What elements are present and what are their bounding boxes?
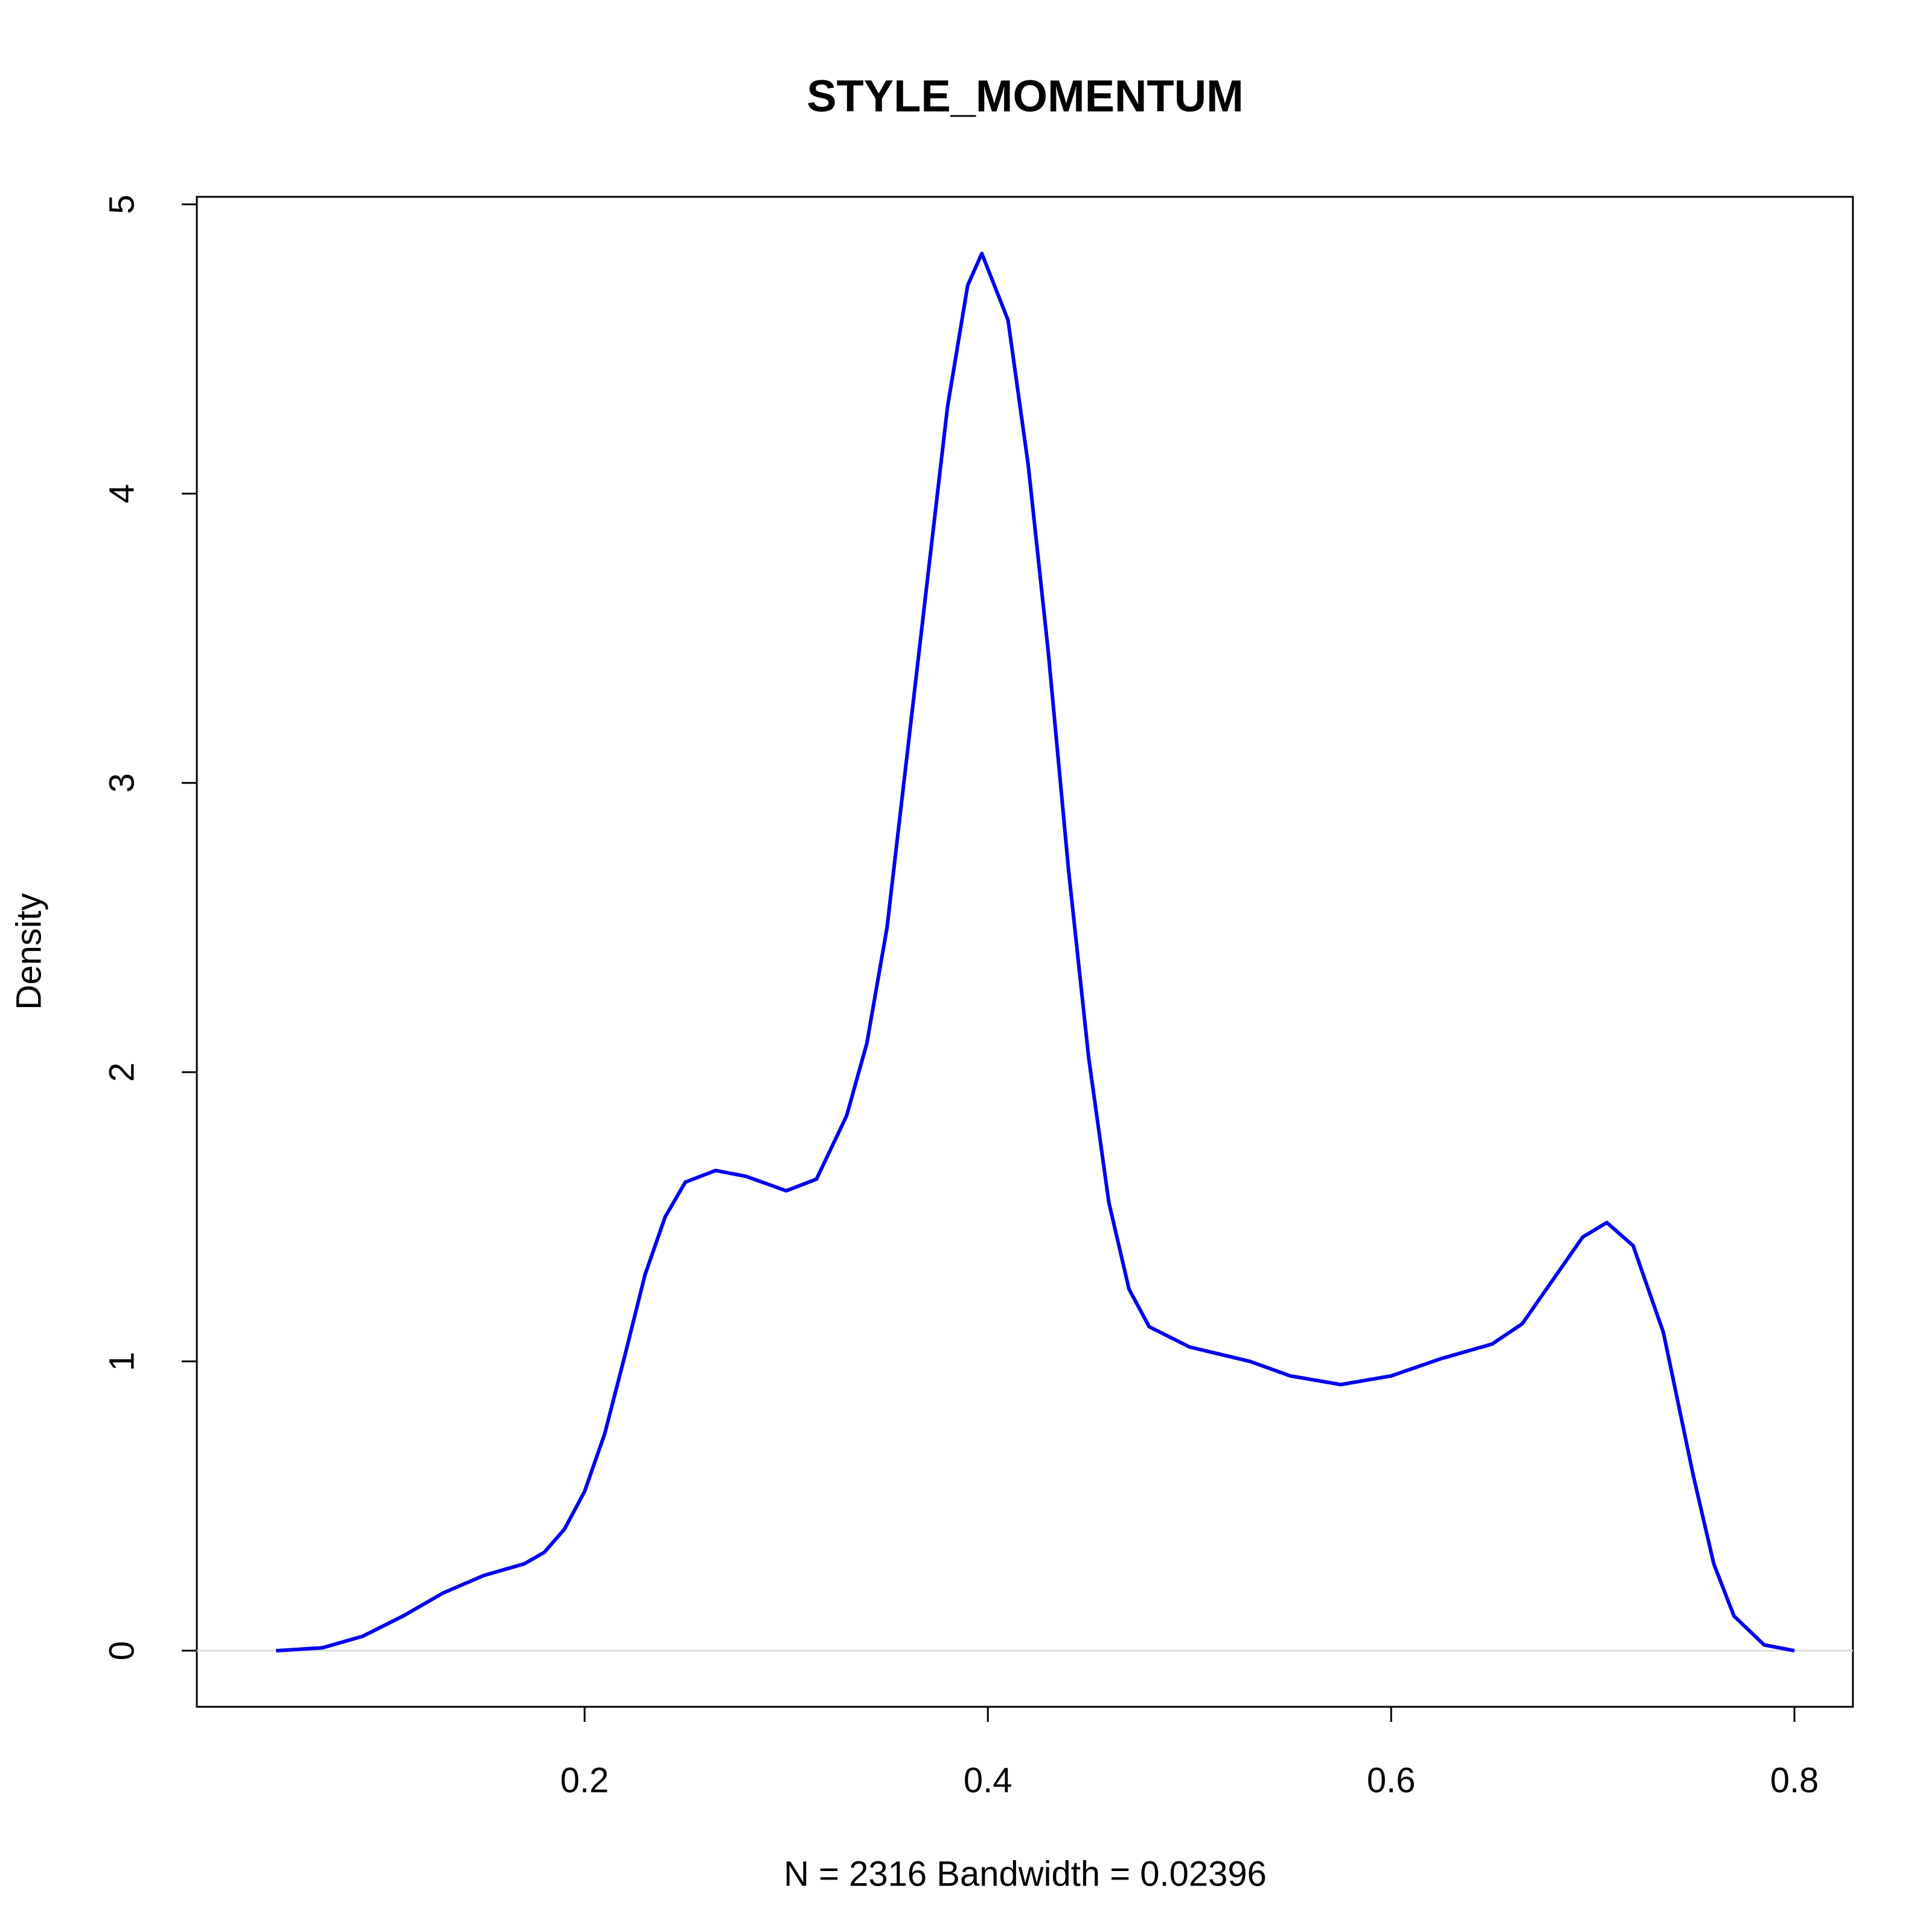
y-tick-label: 2 xyxy=(102,1063,141,1082)
x-tick-label: 0.6 xyxy=(1367,1761,1416,1800)
y-tick-label: 0 xyxy=(102,1641,141,1660)
x-axis-label: N = 2316 Bandwidth = 0.02396 xyxy=(784,1854,1267,1893)
y-tick-label: 1 xyxy=(102,1352,141,1371)
x-tick-label: 0.8 xyxy=(1770,1761,1819,1800)
x-tick-label: 0.2 xyxy=(560,1761,609,1800)
density-line xyxy=(276,251,1795,1653)
y-tick-label: 3 xyxy=(102,773,141,793)
plot-frame xyxy=(196,196,1854,1708)
chart-title: STYLE_MOMENTUM xyxy=(807,71,1244,121)
y-tick-label: 4 xyxy=(102,484,141,503)
x-tick-label: 0.4 xyxy=(964,1761,1012,1800)
y-tick-label: 5 xyxy=(102,194,141,214)
y-axis-label: Density xyxy=(9,893,48,1009)
